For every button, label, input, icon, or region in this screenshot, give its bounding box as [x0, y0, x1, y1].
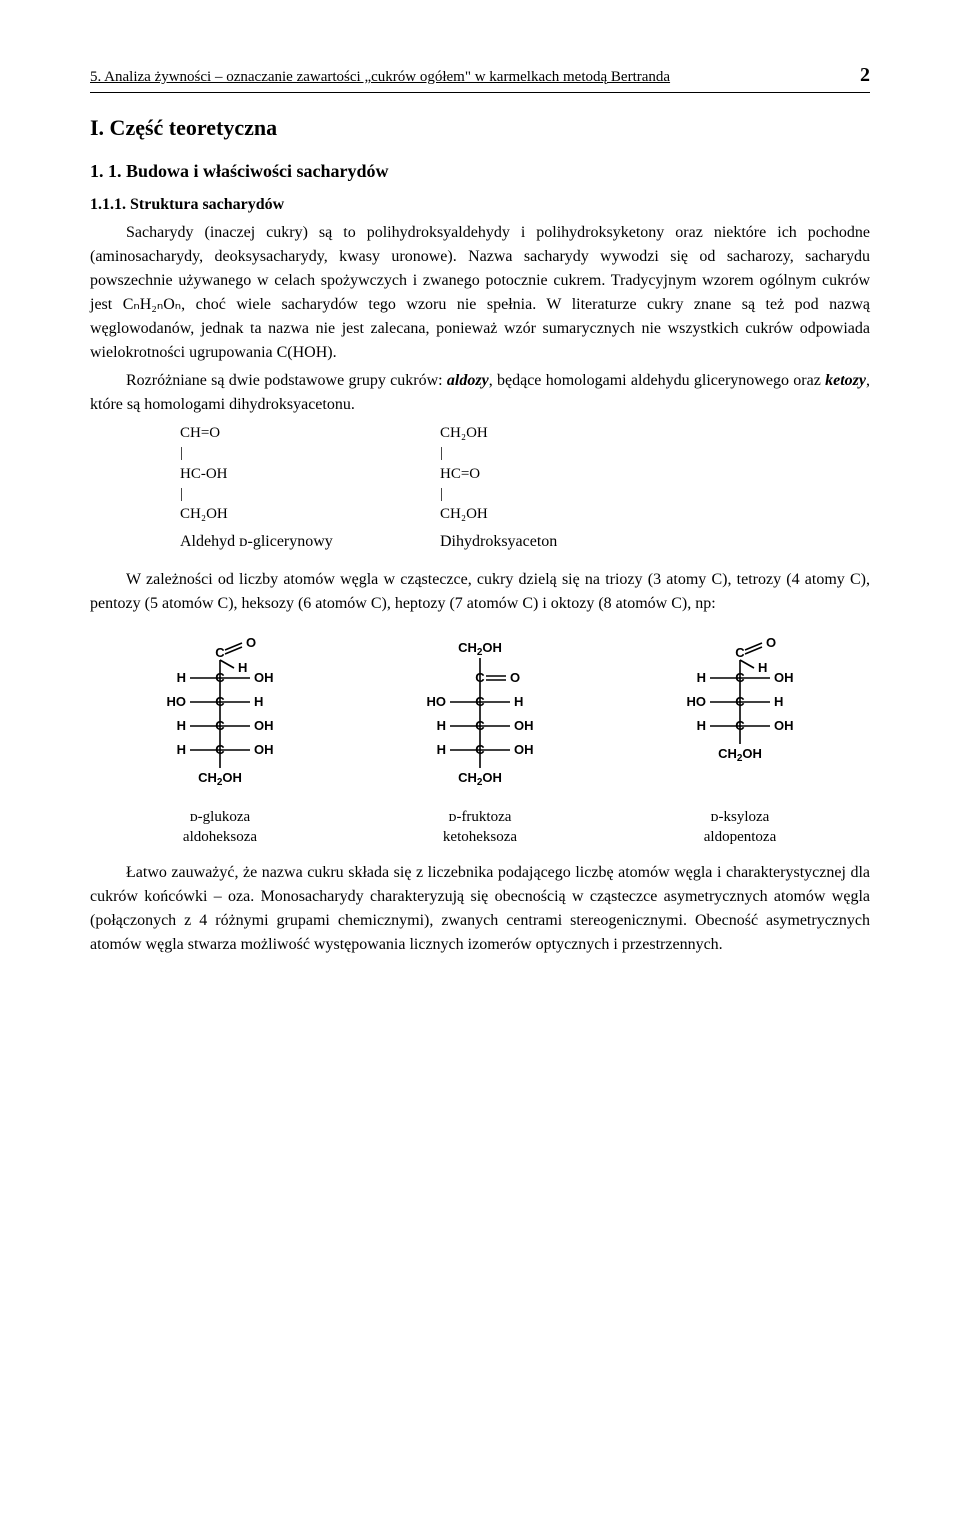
- structure-glucose: C O H C H OH C HO H C H OH C H OH CH2OH: [120, 634, 320, 804]
- svg-text:C: C: [735, 718, 745, 733]
- svg-text:C: C: [735, 670, 745, 685]
- svg-text:C: C: [215, 645, 225, 660]
- fischer-small-formulas: CH=O | HC-OH | CH₂OH CH₂OH | HC=O | CH₂O…: [180, 423, 870, 524]
- fischer-structures: C O H C H OH C HO H C H OH C H OH CH2OH: [90, 634, 870, 804]
- caption-xylose: ᴅ-ksyloza aldopentoza: [640, 808, 840, 847]
- svg-text:H: H: [697, 670, 706, 685]
- svg-text:OH: OH: [774, 718, 794, 733]
- svg-text:H: H: [177, 718, 186, 733]
- fischer-small-captions: Aldehyd ᴅ-glicerynowy Dihydroksyaceton: [180, 530, 870, 554]
- svg-text:H: H: [238, 660, 247, 675]
- structure-captions: ᴅ-glukoza aldoheksoza ᴅ-fruktoza ketohek…: [90, 808, 870, 847]
- svg-text:C: C: [475, 694, 485, 709]
- svg-text:C: C: [475, 718, 485, 733]
- term-aldozy: aldozy: [447, 372, 489, 389]
- caption-xylose-2: aldopentoza: [704, 829, 776, 845]
- subsection-heading: 1. 1. Budowa i właściwości sacharydów: [90, 158, 870, 185]
- header-title: 5. Analiza żywności – oznaczanie zawarto…: [90, 66, 670, 89]
- caption-glyceraldehyde: Aldehyd ᴅ-glicerynowy: [180, 530, 440, 554]
- svg-text:OH: OH: [254, 742, 274, 757]
- para2-mid: , będące homologami aldehydu glicerynowe…: [489, 372, 825, 389]
- svg-text:OH: OH: [254, 718, 274, 733]
- svg-text:HO: HO: [427, 694, 447, 709]
- svg-text:H: H: [758, 660, 767, 675]
- caption-glucose-2: aldoheksoza: [183, 829, 257, 845]
- formula-glyceraldehyde: CH=O | HC-OH | CH₂OH: [180, 423, 440, 524]
- svg-text:C: C: [475, 670, 485, 685]
- svg-text:OH: OH: [774, 670, 794, 685]
- paragraph-3: W zależności od liczby atomów węgla w cz…: [90, 568, 870, 616]
- paragraph-1: Sacharydy (inaczej cukry) są to polihydr…: [90, 221, 870, 365]
- svg-text:O: O: [766, 635, 776, 650]
- paragraph-4: Łatwo zauważyć, że nazwa cukru składa si…: [90, 861, 870, 957]
- svg-text:HO: HO: [687, 694, 707, 709]
- caption-dihydroxyacetone: Dihydroksyaceton: [440, 530, 700, 554]
- svg-text:C: C: [475, 742, 485, 757]
- svg-text:C: C: [215, 718, 225, 733]
- svg-text:H: H: [697, 718, 706, 733]
- page-number: 2: [860, 60, 870, 90]
- svg-text:OH: OH: [254, 670, 274, 685]
- caption-fructose-1: ᴅ-fruktoza: [449, 809, 512, 825]
- svg-text:O: O: [246, 635, 256, 650]
- caption-fructose-2: ketoheksoza: [443, 829, 517, 845]
- svg-text:H: H: [774, 694, 783, 709]
- term-ketozy: ketozy: [825, 372, 866, 389]
- svg-text:H: H: [514, 694, 523, 709]
- svg-text:OH: OH: [514, 742, 534, 757]
- section-heading: I. Część teoretyczna: [90, 111, 870, 144]
- svg-text:C: C: [215, 694, 225, 709]
- subsubsection-heading: 1.1.1. Struktura sacharydów: [90, 193, 870, 217]
- svg-text:C: C: [735, 694, 745, 709]
- formula-dihydroxyacetone: CH₂OH | HC=O | CH₂OH: [440, 423, 700, 524]
- svg-text:C: C: [735, 645, 745, 660]
- svg-text:OH: OH: [514, 718, 534, 733]
- svg-text:H: H: [437, 718, 446, 733]
- page-header: 5. Analiza żywności – oznaczanie zawarto…: [90, 60, 870, 93]
- svg-text:H: H: [254, 694, 263, 709]
- caption-glucose-1: ᴅ-glukoza: [190, 809, 250, 825]
- paragraph-2: Rozróżniane są dwie podstawowe grupy cuk…: [90, 369, 870, 417]
- svg-text:O: O: [510, 670, 520, 685]
- caption-xylose-1: ᴅ-ksyloza: [711, 809, 770, 825]
- structure-xylose: C O H C H OH C HO H C H OH CH2OH: [640, 634, 840, 804]
- svg-text:CH2OH: CH2OH: [458, 770, 502, 788]
- svg-text:HO: HO: [167, 694, 187, 709]
- svg-text:CH2OH: CH2OH: [458, 640, 502, 658]
- svg-text:C: C: [215, 742, 225, 757]
- caption-fructose: ᴅ-fruktoza ketoheksoza: [380, 808, 580, 847]
- svg-text:CH2OH: CH2OH: [718, 746, 762, 764]
- svg-text:H: H: [177, 670, 186, 685]
- para2-pre: Rozróżniane są dwie podstawowe grupy cuk…: [126, 372, 447, 389]
- caption-glucose: ᴅ-glukoza aldoheksoza: [120, 808, 320, 847]
- svg-text:H: H: [177, 742, 186, 757]
- svg-text:C: C: [215, 670, 225, 685]
- structure-fructose: CH2OH C O C HO H C H OH C H OH CH2OH: [380, 634, 580, 804]
- svg-text:CH2OH: CH2OH: [198, 770, 242, 788]
- svg-text:H: H: [437, 742, 446, 757]
